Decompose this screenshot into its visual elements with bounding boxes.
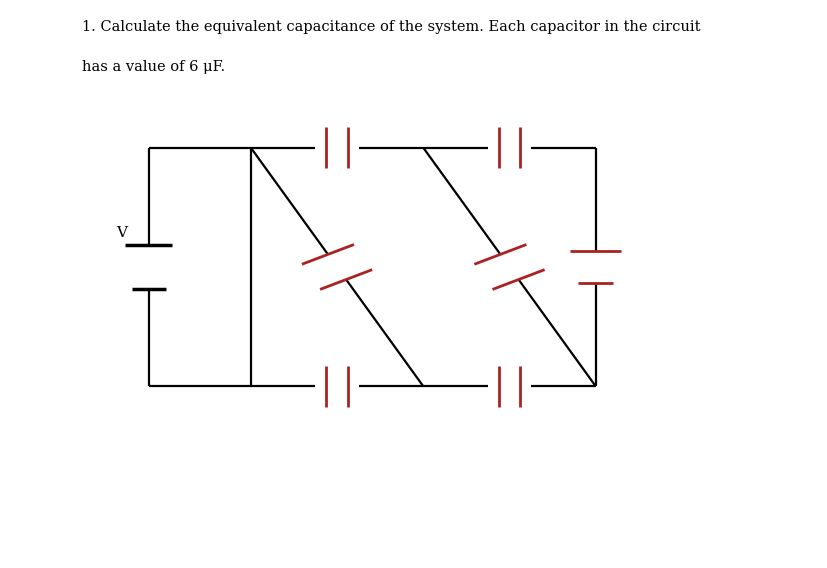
Text: has a value of 6 μF.: has a value of 6 μF. xyxy=(82,60,225,74)
Text: V: V xyxy=(116,226,127,240)
Text: 1. Calculate the equivalent capacitance of the system. Each capacitor in the cir: 1. Calculate the equivalent capacitance … xyxy=(82,20,700,34)
